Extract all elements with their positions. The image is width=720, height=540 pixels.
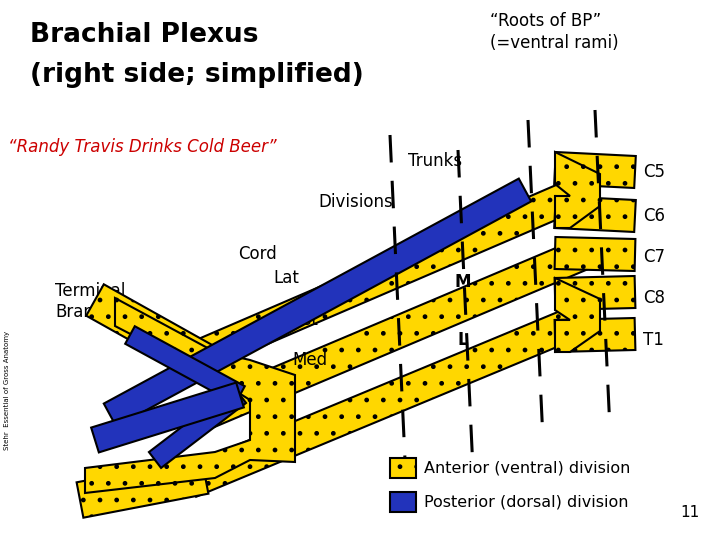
Polygon shape bbox=[184, 176, 591, 375]
Text: C7: C7 bbox=[643, 248, 665, 266]
Text: Anterior (ventral) division: Anterior (ventral) division bbox=[424, 461, 631, 476]
Polygon shape bbox=[85, 298, 295, 493]
Text: U: U bbox=[456, 216, 469, 234]
Text: C6: C6 bbox=[643, 207, 665, 225]
Polygon shape bbox=[554, 196, 636, 232]
Text: (=ventral rami): (=ventral rami) bbox=[490, 34, 618, 52]
Text: C8: C8 bbox=[643, 289, 665, 307]
Polygon shape bbox=[76, 458, 208, 518]
Polygon shape bbox=[149, 387, 246, 468]
Text: Posterior (dorsal) division: Posterior (dorsal) division bbox=[424, 495, 629, 510]
Text: Med: Med bbox=[292, 351, 327, 369]
Text: C5: C5 bbox=[643, 163, 665, 181]
Text: 11: 11 bbox=[680, 505, 700, 520]
Text: Post: Post bbox=[283, 311, 318, 329]
Text: T1: T1 bbox=[643, 331, 664, 349]
Polygon shape bbox=[554, 318, 635, 352]
Polygon shape bbox=[86, 284, 229, 386]
Text: Lat: Lat bbox=[273, 269, 299, 287]
Polygon shape bbox=[554, 276, 635, 310]
Polygon shape bbox=[125, 326, 245, 404]
Text: Branches: Branches bbox=[55, 303, 132, 321]
Polygon shape bbox=[554, 237, 635, 271]
Text: Brachial Plexus: Brachial Plexus bbox=[30, 22, 258, 48]
Polygon shape bbox=[555, 152, 600, 228]
Text: M: M bbox=[455, 273, 472, 291]
Text: “Randy Travis Drinks Cold Beer”: “Randy Travis Drinks Cold Beer” bbox=[8, 138, 276, 156]
Polygon shape bbox=[104, 179, 531, 427]
Polygon shape bbox=[555, 278, 600, 352]
Polygon shape bbox=[184, 238, 591, 435]
Polygon shape bbox=[184, 303, 591, 497]
Polygon shape bbox=[554, 152, 636, 188]
Bar bbox=[390, 492, 416, 512]
Polygon shape bbox=[91, 382, 244, 453]
Text: Cord: Cord bbox=[238, 245, 276, 263]
Text: “Roots of BP”: “Roots of BP” bbox=[490, 12, 601, 30]
Text: L: L bbox=[458, 331, 468, 349]
Text: Divisions: Divisions bbox=[318, 193, 392, 211]
Bar bbox=[390, 458, 416, 478]
Text: Trunks: Trunks bbox=[408, 152, 462, 170]
Text: Stehr  Essential of Gross Anatomy: Stehr Essential of Gross Anatomy bbox=[4, 330, 10, 450]
Text: Terminal: Terminal bbox=[55, 282, 125, 300]
Text: (right side; simplified): (right side; simplified) bbox=[30, 62, 364, 88]
